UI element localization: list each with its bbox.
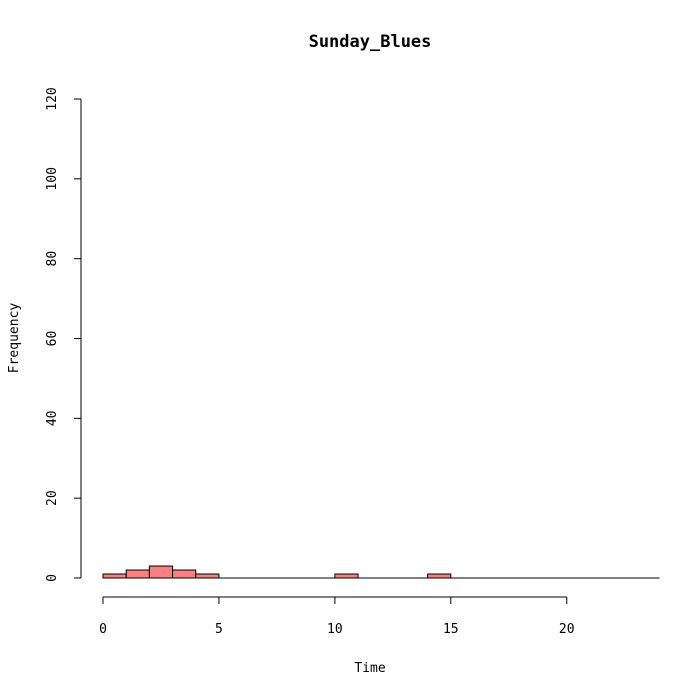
histogram-bar (102, 573, 127, 579)
y-axis: 0 20 40 60 80 100 120 (45, 87, 82, 582)
x-axis: 0 5 10 15 20 (99, 596, 575, 637)
x-tick-label: 10 (327, 622, 343, 637)
histogram-bar (195, 573, 220, 579)
y-tick-label: 40 (45, 411, 60, 427)
histogram-bar (125, 569, 150, 579)
x-tick-label: 5 (215, 622, 223, 637)
y-tick-label: 20 (45, 490, 60, 506)
x-tick-label: 0 (99, 622, 107, 637)
chart-title: Sunday_Blues (309, 32, 432, 52)
histogram-bar (427, 573, 452, 579)
y-tick-label: 0 (45, 574, 60, 582)
y-tick-label: 60 (45, 331, 60, 347)
x-tick-label: 15 (443, 622, 459, 637)
histogram-bar (172, 569, 197, 579)
y-tick-label: 120 (45, 87, 60, 110)
y-tick-label: 100 (45, 167, 60, 190)
histogram-bar (148, 565, 174, 579)
x-axis-label: Time (354, 661, 385, 676)
x-tick-label: 20 (559, 622, 575, 637)
y-tick-label: 80 (45, 251, 60, 267)
bars-group (102, 565, 452, 579)
histogram-bar (334, 573, 359, 579)
y-axis-label: Frequency (7, 303, 22, 374)
